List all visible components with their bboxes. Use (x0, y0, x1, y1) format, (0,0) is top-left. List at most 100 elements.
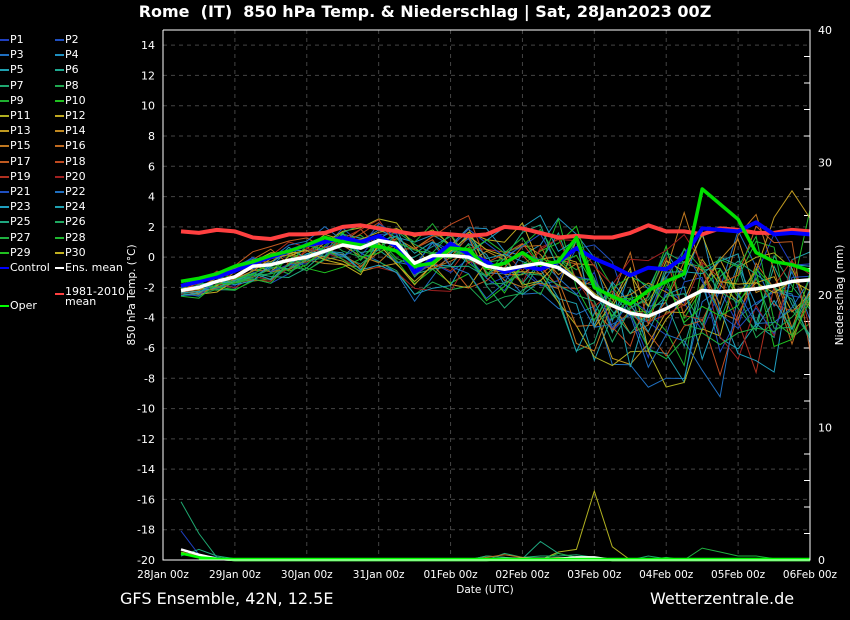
y-tick-label: -16 (137, 493, 155, 506)
legend-label: P21 (10, 185, 31, 198)
member-line-p28 (180, 217, 811, 337)
y-tick-label: 0 (148, 251, 155, 264)
x-tick-label: 04Feb 00z (639, 569, 694, 581)
legend-item-p7: P7 (0, 79, 24, 92)
legend-swatch (55, 145, 64, 148)
legend-item-p2: P2 (55, 33, 79, 46)
legend-label: P17 (10, 154, 31, 168)
legend-label: P29 (10, 245, 31, 259)
legend-item-p13: P13 (0, 124, 31, 137)
legend-label: P15 (10, 139, 31, 153)
chart-title: Rome (IT) 850 hPa Temp. & Niederschlag |… (138, 2, 712, 21)
legend-swatch (0, 69, 9, 72)
y-tick-label: 10 (141, 100, 155, 113)
legend-item-p6: P6 (55, 63, 79, 76)
legend-label: P27 (10, 230, 31, 244)
legend-label: P5 (10, 63, 24, 77)
legend-item-p16: P16 (55, 139, 86, 152)
legend-swatch (0, 39, 9, 41)
legend-label: P1 (10, 33, 24, 46)
legend-swatch (0, 175, 9, 178)
legend-swatch (0, 160, 9, 163)
legend-label: Control (10, 261, 50, 274)
x-axis-label: Date (UTC) (456, 584, 513, 596)
x-tick-label: 01Feb 00z (423, 569, 478, 581)
legend-item-p23: P23 (0, 200, 31, 213)
legend-label: P13 (10, 124, 31, 138)
y2-tick-label: 30 (818, 157, 832, 170)
y-tick-label: -20 (137, 554, 155, 567)
legend-label: P28 (65, 230, 86, 244)
precip-line (180, 489, 810, 561)
legend-swatch (55, 69, 64, 72)
legend-label: P22 (65, 185, 86, 198)
x-tick-label: 02Feb 00z (495, 569, 550, 581)
y2-tick-label: 0 (818, 554, 825, 567)
legend-swatch (55, 84, 64, 87)
y-tick-label: 4 (148, 191, 155, 204)
y-tick-label: 14 (141, 39, 155, 52)
legend-swatch (55, 130, 64, 133)
legend-swatch (0, 236, 9, 239)
legend-label: P11 (10, 109, 31, 122)
legend-swatch (55, 175, 64, 178)
legend-item-p8: P8 (55, 79, 79, 92)
y-tick-label: -12 (137, 433, 155, 446)
legend-label: Ens. mean (65, 261, 123, 274)
legend-item-p1: P1 (0, 33, 24, 46)
y-tick-label: 6 (148, 160, 155, 173)
x-tick-label: 03Feb 00z (567, 569, 622, 581)
legend-swatch (55, 191, 64, 193)
legend-item-oper: Oper (0, 299, 37, 312)
legend-item-p22: P22 (55, 185, 86, 198)
legend-item-p29: P29 (0, 246, 31, 259)
member-line-p29 (180, 231, 811, 348)
legend-swatch (55, 99, 64, 102)
legend-swatch (0, 54, 9, 57)
legend-label: P14 (65, 124, 86, 138)
legend-swatch (0, 221, 9, 224)
series-line-ens-mean (180, 238, 811, 318)
x-tick-label: 05Feb 00z (711, 569, 766, 581)
member-line-p19 (180, 219, 811, 375)
legend-item-p21: P21 (0, 185, 31, 198)
legend-swatch (0, 130, 9, 133)
plot-frame (162, 29, 811, 561)
legend-swatch (0, 267, 9, 269)
member-line-p17 (180, 225, 811, 357)
legend-label: 1981-2010 mean (65, 285, 125, 308)
legend-label: P9 (10, 93, 24, 107)
legend-swatch (55, 206, 64, 209)
x-tick-label: 28Jan 00z (137, 569, 189, 581)
y-tick-label: -2 (144, 281, 155, 294)
footer-site[interactable]: Wetterzentrale.de (650, 589, 795, 608)
legend-swatch (0, 191, 9, 193)
legend-swatch (55, 39, 64, 41)
legend-item-p17: P17 (0, 155, 31, 168)
legend-swatch (0, 206, 9, 209)
member-line-p22 (180, 225, 811, 399)
legend-label: P18 (65, 154, 86, 168)
y-tick-label: 2 (148, 221, 155, 234)
legend-item-p3: P3 (0, 48, 24, 61)
legend-item-p15: P15 (0, 139, 31, 152)
y-tick-label: 8 (148, 130, 155, 143)
legend-label: P16 (65, 139, 86, 153)
legend-item-p4: P4 (55, 48, 79, 61)
legend-item-p28: P28 (55, 231, 86, 244)
y2-tick-label: 40 (818, 24, 832, 37)
x-tick-label: 29Jan 00z (209, 569, 261, 581)
legend-item-p25: P25 (0, 215, 31, 228)
legend-swatch (0, 145, 9, 148)
legend-swatch (0, 99, 9, 102)
x-tick-label: 31Jan 00z (353, 569, 405, 581)
member-line-p5 (180, 228, 811, 384)
legend-item-control: Control (0, 261, 50, 274)
legend-label: P4 (65, 48, 79, 62)
y-tick-label: -14 (137, 463, 155, 476)
legend-label: P23 (10, 200, 31, 214)
legend-swatch (55, 236, 64, 239)
legend-label: P8 (65, 78, 79, 92)
member-line-p21 (181, 223, 811, 335)
footer-model-info: GFS Ensemble, 42N, 12.5E (120, 589, 334, 608)
